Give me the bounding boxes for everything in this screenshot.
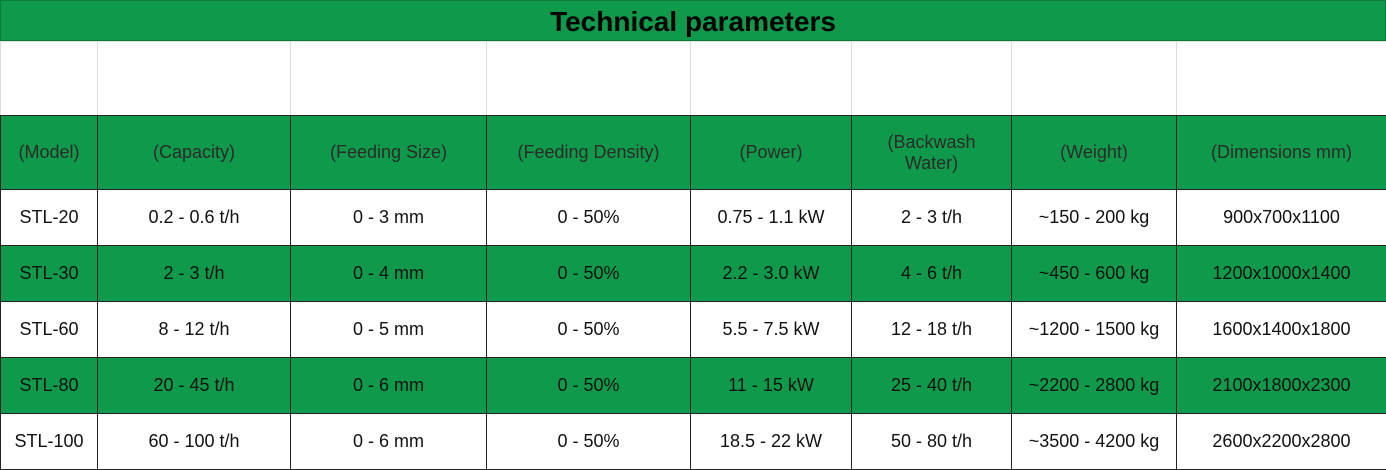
cell: 2 - 3 t/h <box>98 246 291 302</box>
spacer-row <box>1 42 1386 116</box>
cell: STL-80 <box>1 358 98 414</box>
cell: ~150 - 200 kg <box>1012 190 1177 246</box>
cell: 11 - 15 kW <box>691 358 852 414</box>
cell: 5.5 - 7.5 kW <box>691 302 852 358</box>
cell: 0 - 6 mm <box>291 414 487 470</box>
header-cell: (Dimensions mm) <box>1177 116 1386 190</box>
cell: 0 - 50% <box>487 414 691 470</box>
header-cell: (Feeding Density) <box>487 116 691 190</box>
cell: ~1200 - 1500 kg <box>1012 302 1177 358</box>
cell: ~2200 - 2800 kg <box>1012 358 1177 414</box>
cell: 2600x2200x2800 <box>1177 414 1386 470</box>
cell: ~450 - 600 kg <box>1012 246 1177 302</box>
header-cell: (Feeding Size) <box>291 116 487 190</box>
cell: STL-20 <box>1 190 98 246</box>
cell: 4 - 6 t/h <box>852 246 1012 302</box>
header-row: (Model)(Capacity)(Feeding Size)(Feeding … <box>1 116 1386 190</box>
header-cell: (Power) <box>691 116 852 190</box>
header-cell: (Backwash Water) <box>852 116 1012 190</box>
cell: STL-60 <box>1 302 98 358</box>
cell: 0 - 50% <box>487 246 691 302</box>
cell: 12 - 18 t/h <box>852 302 1012 358</box>
cell: 25 - 40 t/h <box>852 358 1012 414</box>
cell: 20 - 45 t/h <box>98 358 291 414</box>
cell: 0 - 4 mm <box>291 246 487 302</box>
header-cell: (Capacity) <box>98 116 291 190</box>
cell: 0 - 50% <box>487 358 691 414</box>
header-cell: (Weight) <box>1012 116 1177 190</box>
cell: 60 - 100 t/h <box>98 414 291 470</box>
cell: 18.5 - 22 kW <box>691 414 852 470</box>
cell: 0 - 5 mm <box>291 302 487 358</box>
cell: STL-100 <box>1 414 98 470</box>
parameters-table: (Model)(Capacity)(Feeding Size)(Feeding … <box>0 41 1386 470</box>
cell: 0.75 - 1.1 kW <box>691 190 852 246</box>
cell: 0 - 3 mm <box>291 190 487 246</box>
cell: 2 - 3 t/h <box>852 190 1012 246</box>
cell: 50 - 80 t/h <box>852 414 1012 470</box>
cell: 8 - 12 t/h <box>98 302 291 358</box>
cell: 2100x1800x2300 <box>1177 358 1386 414</box>
cell: 2.2 - 3.0 kW <box>691 246 852 302</box>
table-body: (Model)(Capacity)(Feeding Size)(Feeding … <box>1 42 1386 470</box>
cell: ~3500 - 4200 kg <box>1012 414 1177 470</box>
header-cell: (Model) <box>1 116 98 190</box>
cell: 1600x1400x1800 <box>1177 302 1386 358</box>
cell: 0 - 50% <box>487 302 691 358</box>
cell: 0 - 6 mm <box>291 358 487 414</box>
cell: 900x700x1100 <box>1177 190 1386 246</box>
title: Technical parameters <box>0 0 1386 41</box>
cell: 0 - 50% <box>487 190 691 246</box>
cell: 0.2 - 0.6 t/h <box>98 190 291 246</box>
cell: STL-30 <box>1 246 98 302</box>
cell: 1200x1000x1400 <box>1177 246 1386 302</box>
